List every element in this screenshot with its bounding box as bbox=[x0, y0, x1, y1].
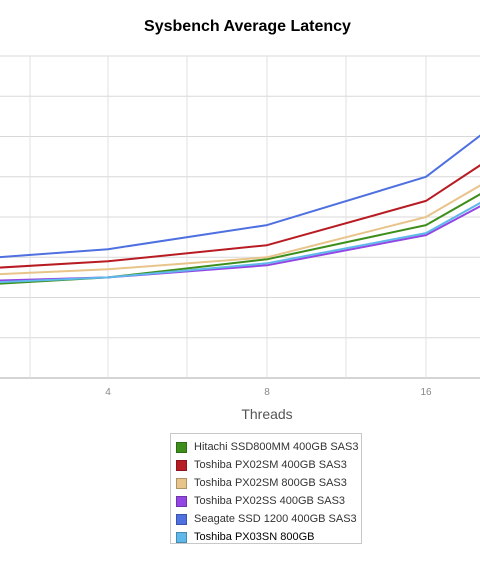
legend-item[interactable]: Toshiba PX02SS 400GB SAS3 bbox=[176, 492, 361, 510]
legend-label: Seagate SSD 1200 400GB SAS3 bbox=[194, 513, 357, 525]
x-axis-title: Threads bbox=[241, 406, 292, 422]
series-lines bbox=[0, 134, 480, 285]
series-line-6 bbox=[0, 201, 480, 284]
x-tick-label: 16 bbox=[420, 387, 432, 398]
legend-swatch bbox=[176, 495, 187, 507]
grid bbox=[0, 55, 480, 379]
legend-label: Toshiba PX02SS 400GB SAS3 bbox=[194, 495, 346, 507]
legend-item[interactable]: Seagate SSD 1200 400GB SAS3 bbox=[176, 510, 361, 528]
x-tick-labels: 4 8 16 bbox=[105, 387, 432, 398]
series-line-5 bbox=[0, 134, 480, 259]
legend-swatch bbox=[176, 513, 187, 525]
legend-item[interactable]: Toshiba PX02SM 800GB SAS3 bbox=[176, 474, 361, 492]
series-line-3 bbox=[0, 184, 480, 276]
x-tick-label: 4 bbox=[105, 387, 111, 398]
legend-label: Toshiba PX03SN 800GB bbox=[194, 531, 315, 543]
chart-title: Sysbench Average Latency bbox=[144, 18, 351, 35]
legend: Hitachi SSD800MM 400GB SAS3 Toshiba PX02S… bbox=[170, 433, 362, 544]
line-chart: 4 8 16 Threads bbox=[0, 55, 480, 422]
legend-swatch bbox=[176, 459, 187, 471]
legend-item[interactable]: Hitachi SSD800MM 400GB SAS3 bbox=[176, 438, 361, 456]
legend-swatch bbox=[176, 531, 187, 543]
legend-label: Toshiba PX02SM 400GB SAS3 bbox=[194, 459, 347, 471]
x-tick-label: 8 bbox=[264, 387, 270, 398]
legend-item[interactable]: Toshiba PX03SN 800GB bbox=[176, 528, 361, 546]
legend-label: Toshiba PX02SM 800GB SAS3 bbox=[194, 477, 347, 489]
legend-swatch bbox=[176, 477, 187, 489]
legend-swatch bbox=[176, 441, 187, 453]
legend-item[interactable]: Toshiba PX02SM 400GB SAS3 bbox=[176, 456, 361, 474]
series-line-2 bbox=[0, 164, 480, 269]
legend-label: Hitachi SSD800MM 400GB SAS3 bbox=[194, 441, 359, 453]
